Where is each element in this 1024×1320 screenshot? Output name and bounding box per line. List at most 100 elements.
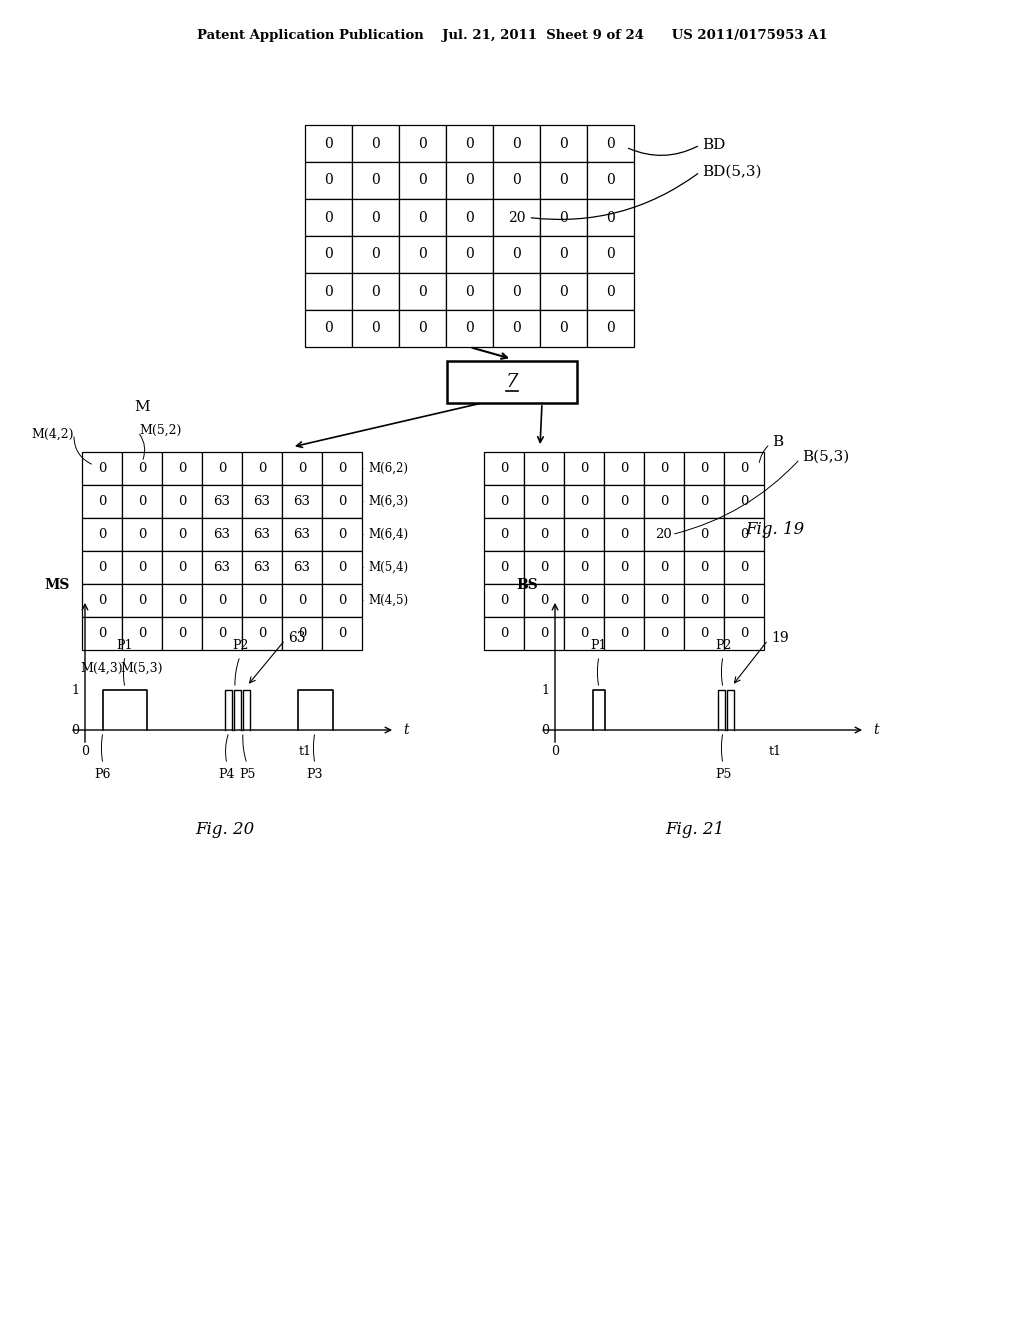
Bar xyxy=(524,550,564,583)
Bar xyxy=(322,517,362,550)
Text: 0: 0 xyxy=(606,173,614,187)
Bar xyxy=(564,451,604,484)
Bar xyxy=(604,550,644,583)
Bar xyxy=(447,360,577,403)
Text: 0: 0 xyxy=(606,322,614,335)
Text: 0: 0 xyxy=(512,322,521,335)
Text: 0: 0 xyxy=(338,528,346,541)
Text: 0: 0 xyxy=(559,136,568,150)
Text: 0: 0 xyxy=(739,462,749,475)
Bar xyxy=(82,550,122,583)
Bar xyxy=(446,162,493,199)
Text: M(4,2): M(4,2) xyxy=(32,428,74,441)
Text: 0: 0 xyxy=(371,285,380,298)
Bar xyxy=(162,550,202,583)
Bar xyxy=(540,273,587,310)
Bar xyxy=(493,236,540,273)
Text: Fig. 21: Fig. 21 xyxy=(666,821,725,838)
Bar xyxy=(162,616,202,649)
Text: 0: 0 xyxy=(699,462,709,475)
Text: 0: 0 xyxy=(540,561,548,574)
Text: t1: t1 xyxy=(299,744,311,758)
Text: 0: 0 xyxy=(138,495,146,508)
Bar xyxy=(282,484,322,517)
Text: 0: 0 xyxy=(541,723,549,737)
Bar xyxy=(684,616,724,649)
Text: 0: 0 xyxy=(620,495,628,508)
Text: 63: 63 xyxy=(213,495,230,508)
Text: 0: 0 xyxy=(620,627,628,640)
Bar xyxy=(604,616,644,649)
Text: 1: 1 xyxy=(541,684,549,697)
Bar xyxy=(352,199,399,236)
Text: 0: 0 xyxy=(371,210,380,224)
Bar xyxy=(305,236,352,273)
Text: 0: 0 xyxy=(620,528,628,541)
Text: 0: 0 xyxy=(371,173,380,187)
Bar xyxy=(446,273,493,310)
Text: 0: 0 xyxy=(659,495,669,508)
Bar xyxy=(564,517,604,550)
Text: t: t xyxy=(873,723,879,737)
Text: 0: 0 xyxy=(500,627,508,640)
Text: 0: 0 xyxy=(218,462,226,475)
Text: 0: 0 xyxy=(512,248,521,261)
Text: 0: 0 xyxy=(98,495,106,508)
Text: 63: 63 xyxy=(288,631,305,645)
Text: 0: 0 xyxy=(418,210,427,224)
Text: 63: 63 xyxy=(254,495,270,508)
Bar xyxy=(493,310,540,347)
Text: 0: 0 xyxy=(580,627,588,640)
Bar xyxy=(644,484,684,517)
Bar xyxy=(684,550,724,583)
Text: 0: 0 xyxy=(659,627,669,640)
Bar xyxy=(724,484,764,517)
Text: 19: 19 xyxy=(771,631,788,645)
Bar xyxy=(540,236,587,273)
Bar xyxy=(524,517,564,550)
Bar xyxy=(587,125,634,162)
Text: 0: 0 xyxy=(540,528,548,541)
Text: 0: 0 xyxy=(178,594,186,607)
Bar xyxy=(122,583,162,616)
Text: 0: 0 xyxy=(338,495,346,508)
Text: t1: t1 xyxy=(768,744,781,758)
Text: 0: 0 xyxy=(371,322,380,335)
Bar xyxy=(322,583,362,616)
Text: 0: 0 xyxy=(659,561,669,574)
Bar xyxy=(524,451,564,484)
Bar xyxy=(684,517,724,550)
Text: P5: P5 xyxy=(239,768,255,781)
Bar xyxy=(493,162,540,199)
Text: 0: 0 xyxy=(739,594,749,607)
Text: 0: 0 xyxy=(540,627,548,640)
Text: 0: 0 xyxy=(418,285,427,298)
Text: 0: 0 xyxy=(739,528,749,541)
Bar xyxy=(587,162,634,199)
Text: Fig. 19: Fig. 19 xyxy=(745,521,804,539)
Bar xyxy=(493,199,540,236)
Text: M(6,2): M(6,2) xyxy=(368,462,408,475)
Text: 0: 0 xyxy=(620,561,628,574)
Text: 0: 0 xyxy=(551,744,559,758)
Text: 0: 0 xyxy=(699,627,709,640)
Text: M(5,4): M(5,4) xyxy=(368,561,409,574)
Bar xyxy=(446,199,493,236)
Text: 7: 7 xyxy=(506,374,518,391)
Bar xyxy=(724,451,764,484)
Bar xyxy=(82,583,122,616)
Text: 0: 0 xyxy=(500,528,508,541)
Text: 0: 0 xyxy=(325,248,333,261)
Text: 0: 0 xyxy=(138,594,146,607)
Bar xyxy=(484,517,524,550)
Text: 0: 0 xyxy=(325,210,333,224)
Bar xyxy=(242,583,282,616)
Bar xyxy=(82,484,122,517)
Bar xyxy=(484,451,524,484)
Text: 0: 0 xyxy=(465,210,474,224)
Text: M: M xyxy=(134,400,150,414)
Text: BD: BD xyxy=(702,139,725,152)
Text: 0: 0 xyxy=(606,210,614,224)
Text: 0: 0 xyxy=(559,210,568,224)
Text: 0: 0 xyxy=(325,322,333,335)
